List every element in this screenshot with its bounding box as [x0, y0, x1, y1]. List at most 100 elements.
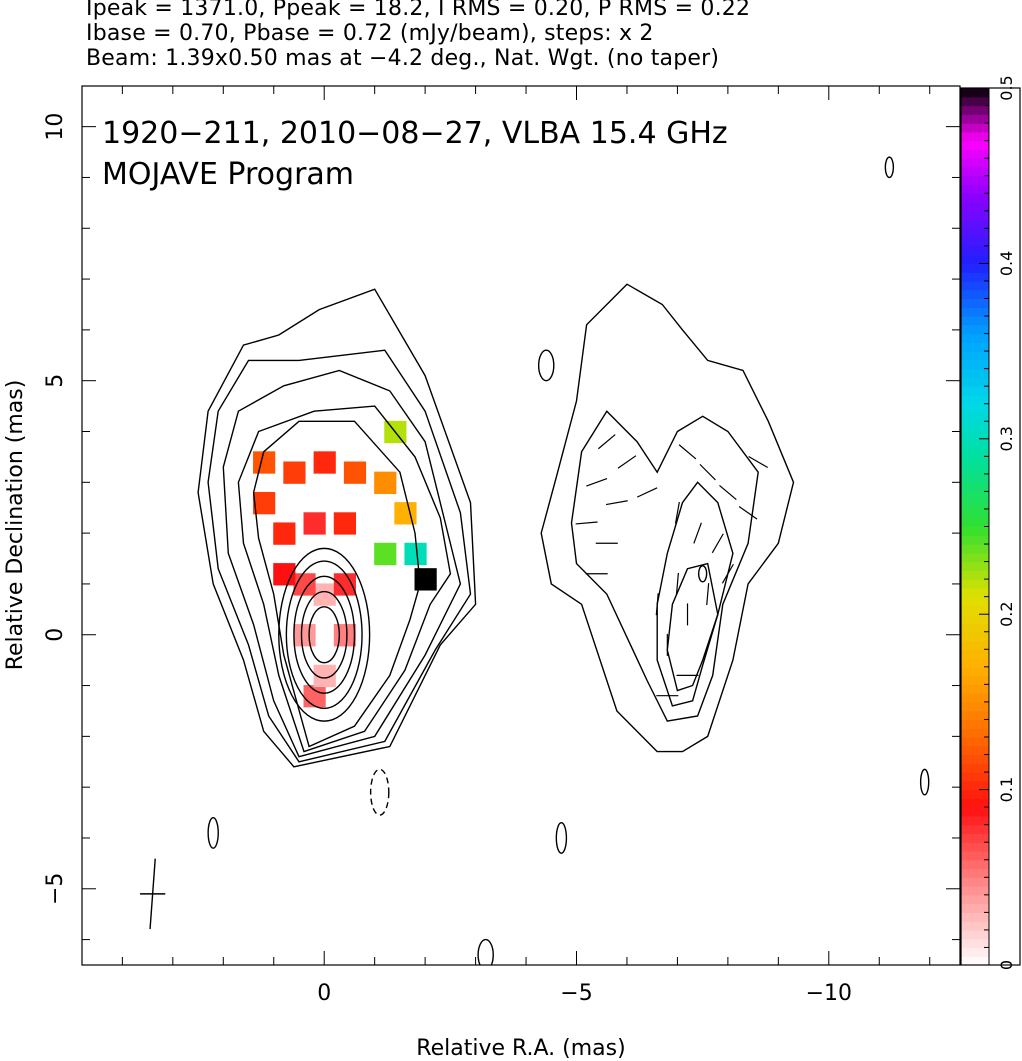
colorbar-segment [961, 298, 989, 308]
colorbar-segment [961, 482, 989, 493]
y-axis-label: Relative Declination (mas) [3, 380, 28, 671]
colorbar-segment [961, 333, 989, 343]
contour [252, 420, 421, 748]
pol-pixel [333, 624, 356, 647]
colorbar-segment [961, 877, 989, 887]
y-tick-label: 5 [43, 374, 68, 388]
pol-pixel [253, 491, 276, 515]
evpa-vectors [575, 434, 768, 697]
colorbar-segment [961, 368, 989, 379]
x-tick-label: 0 [317, 981, 331, 1006]
contour-island [555, 822, 568, 854]
evpa-vector [636, 487, 658, 498]
colorbar-segment [961, 842, 989, 852]
colorbar-segment [961, 693, 989, 703]
colorbar-segment [961, 158, 989, 168]
pol-pixel [374, 542, 397, 566]
evpa-vector [617, 455, 637, 469]
colorbar-segment [961, 579, 989, 589]
colorbar-segment [961, 447, 989, 457]
colorbar-segment [961, 956, 989, 966]
contour [285, 560, 363, 710]
colorbar-segment [961, 772, 989, 782]
colorbar-segment [961, 833, 989, 843]
evpa-vector [597, 434, 616, 450]
contour [207, 349, 472, 763]
evpa-vector [655, 593, 659, 616]
colorbar-tick-label: 0.3 [997, 426, 1016, 451]
colorbar-segment [961, 263, 989, 273]
colorbar-segment [961, 912, 989, 922]
colorbar-segment [961, 508, 989, 519]
pol-pixel [333, 573, 356, 596]
colorbar-segment [961, 570, 989, 580]
colorbar-segment [961, 807, 989, 817]
total-intensity-contours [140, 156, 930, 965]
contour-island [537, 349, 555, 382]
colorbar-segment [961, 228, 989, 238]
colorbar-segment [961, 745, 989, 756]
colorbar-segment [961, 719, 989, 729]
colorbar-segment [961, 658, 989, 668]
colorbar-segment [961, 631, 989, 642]
x-tick-labels: 0 −5 −10 [317, 981, 852, 1006]
contour [197, 288, 477, 768]
colorbar-segment [961, 561, 989, 571]
colorbar-segment [961, 307, 989, 317]
colorbar-segment [961, 947, 989, 957]
colorbar [961, 87, 990, 966]
colorbar-segment [961, 438, 989, 449]
colorbar-segment [961, 517, 989, 528]
colorbar-segment [961, 894, 989, 905]
colorbar-segment [961, 465, 989, 475]
colorbar-tick-label: 0.5 [997, 75, 1016, 100]
pol-pixel [414, 568, 437, 591]
colorbar-segment [961, 359, 989, 370]
fractional-polarization-image [253, 420, 437, 708]
colorbar-segment [961, 526, 989, 536]
contour [308, 606, 341, 664]
colorbar-segment [961, 140, 989, 150]
header-line-2: Ibase = 0.70, Pbase = 0.72 (mJy/beam), s… [86, 21, 654, 46]
colorbar-segment [961, 824, 989, 835]
colorbar-segment [961, 351, 989, 361]
contour [570, 410, 759, 722]
chart-title: 1920−211, 2010−08−27, VLBA 15.4 GHz [102, 116, 728, 151]
colorbar-segment [961, 815, 989, 826]
y-tick-label: 10 [43, 113, 68, 141]
colorbar-segment [961, 903, 989, 913]
evpa-vector [699, 463, 716, 481]
contour [237, 405, 452, 753]
pol-pixel [313, 664, 336, 688]
colorbar-segment [961, 114, 989, 124]
pol-pixel [273, 563, 296, 586]
pol-pixel [394, 502, 417, 525]
contour [656, 481, 734, 707]
colorbar-segment [961, 605, 989, 615]
colorbar-segment [961, 596, 989, 607]
contour-island [207, 816, 219, 849]
colorbar-tick-label: 0.4 [997, 251, 1016, 276]
contour-island [477, 938, 494, 965]
pol-pixel [303, 685, 326, 708]
colorbar-segment [961, 131, 989, 142]
colorbar-segment [961, 430, 989, 440]
colorbar-segment [961, 929, 989, 940]
y-tick-labels: −5 0 5 10 [43, 113, 68, 905]
colorbar-segment [961, 88, 989, 98]
pol-pixel [313, 451, 336, 474]
pol-pixel [404, 542, 427, 566]
contour-island [919, 768, 930, 796]
pol-pixel [333, 512, 356, 535]
evpa-vector [706, 583, 710, 606]
evpa-vector [721, 563, 734, 584]
colorbar-segment [961, 587, 989, 598]
colorbar-segment [961, 403, 989, 414]
colorbar-segment [961, 544, 989, 554]
contour [222, 369, 462, 758]
colorbar-segment [961, 859, 989, 870]
pol-pixel [253, 451, 276, 474]
contour [293, 575, 356, 694]
colorbar-segment [961, 245, 989, 256]
